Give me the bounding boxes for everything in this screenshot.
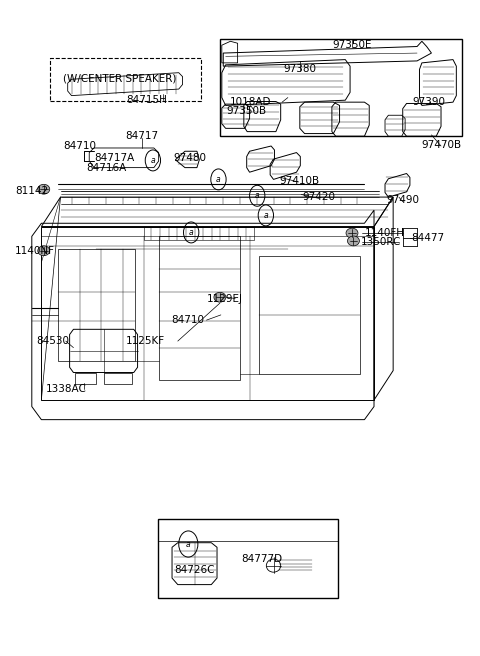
- Text: 84726C: 84726C: [174, 565, 215, 575]
- Text: 84716A: 84716A: [86, 163, 126, 173]
- Text: 1338AC: 1338AC: [46, 384, 87, 394]
- Text: a: a: [189, 228, 193, 237]
- Text: 84530: 84530: [36, 336, 69, 346]
- Text: a: a: [151, 156, 155, 165]
- Bar: [220, 39, 462, 136]
- Text: 84777D: 84777D: [241, 554, 282, 564]
- Text: a: a: [255, 192, 260, 200]
- Text: 97490: 97490: [386, 195, 419, 205]
- Text: 1140NF: 1140NF: [15, 246, 55, 256]
- Text: 97350B: 97350B: [226, 106, 266, 115]
- Bar: [50, 58, 201, 101]
- Text: 84717: 84717: [125, 131, 158, 141]
- Ellipse shape: [214, 293, 226, 302]
- Text: 84710: 84710: [63, 141, 96, 151]
- Bar: [157, 519, 338, 598]
- Text: a: a: [264, 211, 268, 220]
- Text: 84710: 84710: [171, 315, 204, 325]
- Text: 97480: 97480: [173, 153, 206, 163]
- Text: 97390: 97390: [412, 97, 445, 107]
- Text: 1129EJ: 1129EJ: [207, 293, 243, 304]
- Text: 84477: 84477: [411, 233, 444, 243]
- Text: 84715H: 84715H: [126, 94, 167, 104]
- Text: 84717A: 84717A: [94, 153, 134, 163]
- Text: 1018AD: 1018AD: [229, 97, 271, 107]
- Text: a: a: [186, 539, 191, 548]
- Text: 1140FH: 1140FH: [364, 228, 405, 238]
- Text: 1350RC: 1350RC: [360, 237, 401, 247]
- Text: 97420: 97420: [302, 192, 336, 202]
- Ellipse shape: [348, 236, 360, 246]
- Ellipse shape: [346, 228, 358, 238]
- Ellipse shape: [38, 246, 50, 256]
- Text: 97470B: 97470B: [421, 140, 461, 150]
- Text: a: a: [216, 175, 221, 184]
- Text: 97410B: 97410B: [280, 176, 320, 186]
- Text: 1125KF: 1125KF: [126, 336, 165, 346]
- Text: 97380: 97380: [283, 64, 316, 74]
- Ellipse shape: [38, 184, 50, 194]
- Text: (W/CENTER SPEAKER): (W/CENTER SPEAKER): [63, 73, 176, 83]
- Text: 81142: 81142: [16, 186, 49, 195]
- Text: 97350E: 97350E: [333, 39, 372, 50]
